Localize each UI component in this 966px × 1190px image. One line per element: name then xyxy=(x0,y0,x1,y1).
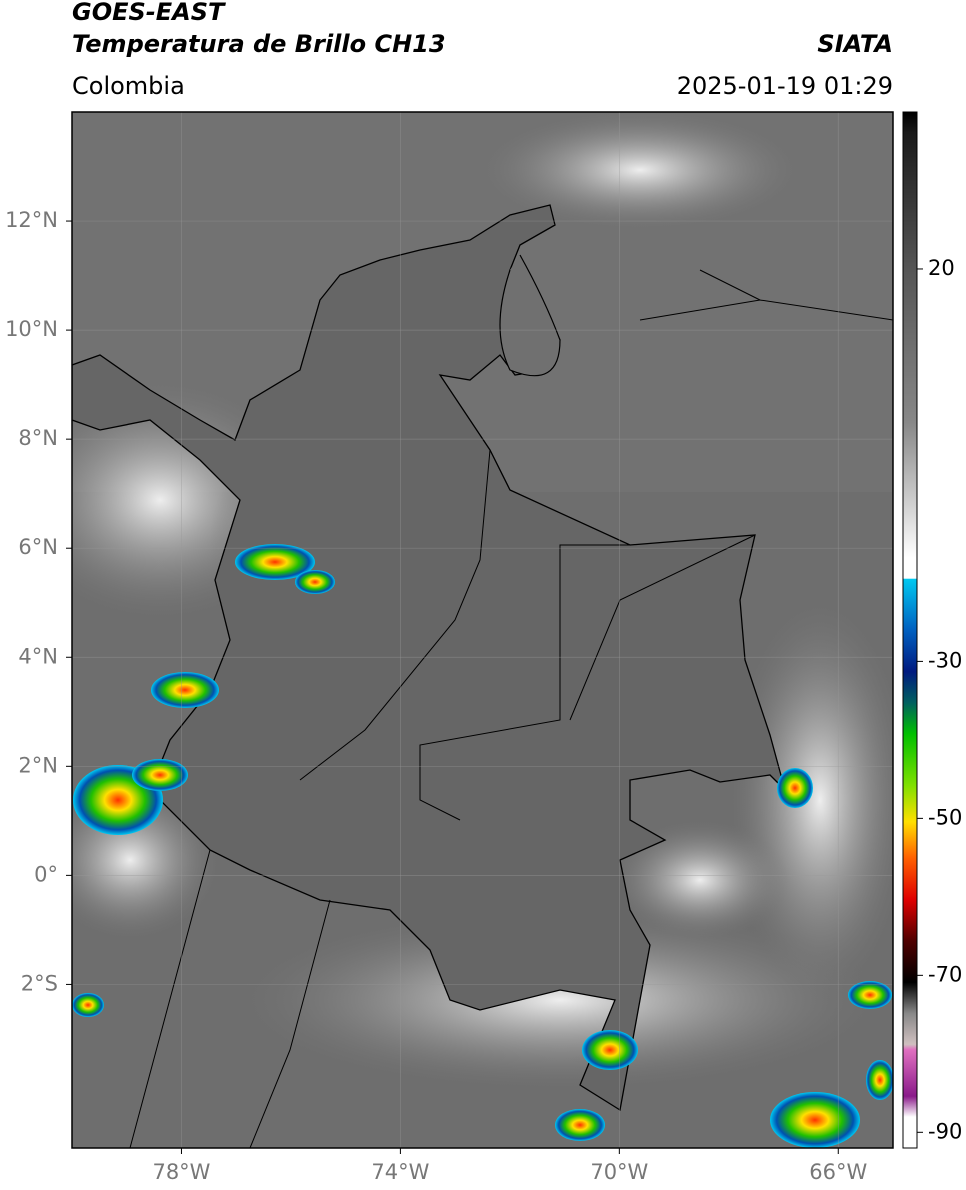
region: Colombia xyxy=(72,72,185,100)
x-tick-label: 66°W xyxy=(809,1160,867,1184)
y-tick-label: 4°N xyxy=(18,644,58,668)
x-tick-label: 78°W xyxy=(152,1160,210,1184)
y-tick-label: 2°N xyxy=(18,753,58,777)
colorbar xyxy=(902,111,918,1149)
colorbar-tick-label: -90 xyxy=(928,1119,962,1143)
colorbar-tick-label: 20 xyxy=(928,256,955,280)
source: SIATA xyxy=(817,30,893,58)
x-tick-label: 74°W xyxy=(371,1160,429,1184)
map-image xyxy=(72,112,893,1148)
y-tick-label: 0° xyxy=(34,862,58,886)
colorbar-tick-label: -50 xyxy=(928,805,962,829)
subtitle: Temperatura de Brillo CH13 xyxy=(72,30,446,58)
y-tick-label: 12°N xyxy=(5,208,58,232)
datetime: 2025-01-19 01:29 xyxy=(677,72,893,100)
map-frame xyxy=(71,111,894,1149)
title: GOES-EAST xyxy=(72,0,226,26)
colorbar-tick-label: -70 xyxy=(928,962,962,986)
colorbar-tick-label: -30 xyxy=(928,648,962,672)
y-tick-label: 6°N xyxy=(18,535,58,559)
y-tick-label: 8°N xyxy=(18,426,58,450)
x-tick-label: 70°W xyxy=(590,1160,648,1184)
y-tick-label: 2°S xyxy=(21,971,58,995)
y-tick-label: 10°N xyxy=(5,317,58,341)
